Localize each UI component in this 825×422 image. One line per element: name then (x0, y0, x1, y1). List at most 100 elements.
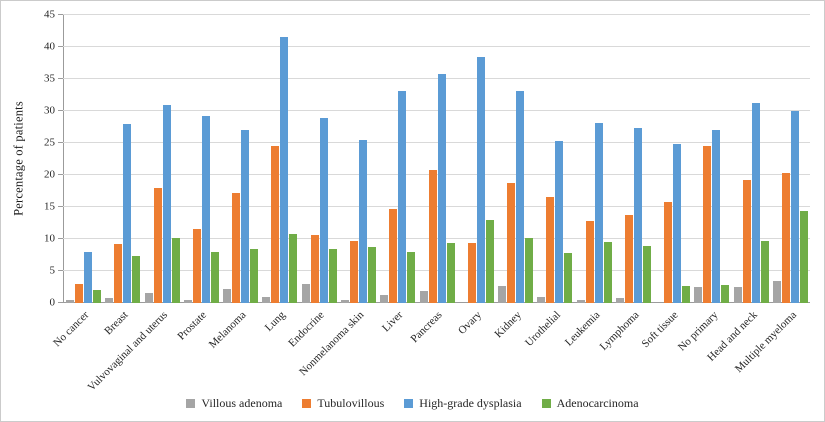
bar-high-grade-dysplasia (123, 124, 132, 303)
bar-villous-adenoma (615, 297, 624, 303)
x-tick-label: Kidney (492, 309, 524, 341)
bar-tubulovillous (428, 169, 437, 303)
bar-adenocarcinoma (328, 249, 337, 303)
bar-adenocarcinoma (603, 241, 612, 303)
y-tick-mark (58, 46, 63, 47)
legend-swatch-icon (404, 399, 414, 408)
legend-item-adenocarcinoma: Adenocarcinoma (541, 396, 639, 411)
bar-villous-adenoma (498, 285, 507, 303)
bar-tubulovillous (781, 173, 790, 303)
bar-high-grade-dysplasia (790, 111, 799, 303)
bar-high-grade-dysplasia (516, 90, 525, 303)
bar-group-liver (378, 15, 417, 303)
bar-high-grade-dysplasia (162, 105, 171, 303)
bar-group-melanoma (221, 15, 260, 303)
legend-swatch-icon (302, 399, 312, 408)
y-tick-mark (58, 302, 63, 303)
bar-villous-adenoma (694, 287, 703, 303)
bar-villous-adenoma (262, 296, 271, 303)
x-tick-label: Lymphoma (597, 309, 642, 353)
y-axis-title: Percentage of patients (11, 101, 26, 216)
bar-group-lymphoma (614, 15, 653, 303)
y-tick-label: 0 (49, 296, 56, 309)
bar-villous-adenoma (419, 291, 428, 303)
bar-tubulovillous (192, 229, 201, 303)
plot-area (58, 14, 810, 303)
legend-swatch-icon (186, 399, 196, 408)
x-tick-label: No cancer (50, 309, 92, 350)
y-tick-label: 15 (44, 200, 55, 213)
bar-high-grade-dysplasia (673, 144, 682, 303)
y-tick-label: 5 (49, 264, 56, 277)
bar-villous-adenoma (66, 299, 75, 303)
legend: Villous adenoma Tubulovillous High-grade d… (1, 396, 824, 411)
legend-label: Villous adenoma (201, 396, 283, 410)
bar-high-grade-dysplasia (84, 252, 93, 303)
bar-villous-adenoma (183, 299, 192, 303)
bar-high-grade-dysplasia (280, 37, 289, 303)
x-tick-label: Prostate (175, 309, 210, 343)
y-tick-label: 45 (44, 8, 55, 21)
legend-label: Tubulovillous (317, 396, 385, 410)
y-tick-mark (58, 14, 63, 15)
x-tick-label: Melanoma (206, 309, 249, 351)
bar-villous-adenoma (340, 299, 349, 303)
gridline (63, 110, 810, 111)
bar-group-endocrine (300, 15, 339, 303)
bar-adenocarcinoma (721, 285, 730, 303)
bar-group-ovary (457, 15, 496, 303)
gridline (63, 46, 810, 47)
bar-group-urothelial (535, 15, 574, 303)
bar-high-grade-dysplasia (712, 130, 721, 303)
x-tick-label: Soft tissue (639, 309, 681, 351)
bar-adenocarcinoma (171, 238, 180, 303)
y-tick-mark (58, 238, 63, 239)
gridline (63, 14, 810, 15)
bar-high-grade-dysplasia (319, 118, 328, 303)
y-tick-label: 30 (44, 104, 55, 117)
bar-tubulovillous (389, 208, 398, 303)
y-axis-line (63, 15, 64, 303)
bar-villous-adenoma (380, 294, 389, 303)
bar-adenocarcinoma (564, 253, 573, 303)
bar-group-multiple-myeloma (771, 15, 810, 303)
bar-villous-adenoma (772, 280, 781, 303)
bar-group-breast (103, 15, 142, 303)
bar-adenocarcinoma (642, 246, 651, 303)
gridline (63, 78, 810, 79)
bar-villous-adenoma (301, 283, 310, 303)
bar-adenocarcinoma (250, 249, 259, 303)
bar-tubulovillous (742, 180, 751, 303)
bar-adenocarcinoma (407, 251, 416, 303)
legend-label: High-grade dysplasia (419, 396, 522, 410)
bar-high-grade-dysplasia (241, 129, 250, 303)
y-tick-mark (58, 78, 63, 79)
bar-group-soft-tissue (653, 15, 692, 303)
bar-group-vulvovaginal-and-uterus (143, 15, 182, 303)
bar-villous-adenoma (223, 288, 232, 303)
bar-groups (64, 15, 810, 303)
bar-group-head-and-neck (732, 15, 771, 303)
bar-villous-adenoma (576, 299, 585, 303)
legend-item-tubulovillous: Tubulovillous (302, 396, 384, 411)
bar-villous-adenoma (144, 293, 153, 303)
bar-high-grade-dysplasia (633, 127, 642, 303)
bar-tubulovillous (349, 240, 358, 303)
bar-adenocarcinoma (760, 240, 769, 303)
bar-group-no-cancer (64, 15, 103, 303)
bar-tubulovillous (271, 146, 280, 303)
bar-tubulovillous (624, 215, 633, 303)
bar-adenocarcinoma (446, 242, 455, 303)
x-tick-label: Pancreas (408, 309, 445, 346)
bar-villous-adenoma (537, 296, 546, 303)
bar-adenocarcinoma (289, 233, 298, 303)
bar-adenocarcinoma (367, 247, 376, 303)
x-tick-label: Vulvovaginal and uterus (85, 309, 170, 394)
legend-label: Adenocarcinoma (556, 396, 639, 410)
bar-group-no-primary (692, 15, 731, 303)
x-tick-label: Leukemia (562, 309, 603, 349)
y-tick-mark (58, 142, 63, 143)
bar-high-grade-dysplasia (398, 90, 407, 303)
y-tick-label: 20 (44, 168, 55, 181)
